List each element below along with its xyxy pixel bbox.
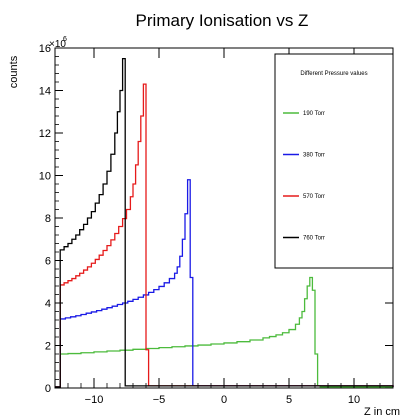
- x-tick-label: 5: [286, 394, 292, 406]
- x-tick-label: −5: [153, 394, 166, 406]
- y-tick-label: 14: [39, 86, 51, 98]
- legend-box: [274, 53, 394, 269]
- y-tick-label: 8: [45, 213, 51, 225]
- x-tick-label: −10: [85, 394, 104, 406]
- series-190-torr-line: [55, 276, 393, 388]
- legend-entry-label: 380 Torr: [303, 153, 325, 159]
- legend-entry-label: 760 Torr: [303, 236, 325, 242]
- legend-entry-label: 570 Torr: [303, 194, 325, 200]
- y-tick-label: 4: [45, 298, 51, 310]
- x-tick-label: 0: [221, 394, 227, 406]
- y-tick-label: 2: [45, 341, 51, 353]
- y-scale-exponent-base: ×10: [49, 39, 66, 50]
- y-scale-exponent: ×10 6: [49, 36, 67, 50]
- x-axis-title: Z in cm: [364, 406, 400, 418]
- series-760-torr-line: [55, 57, 394, 388]
- y-tick-label: 6: [45, 256, 51, 268]
- x-tick-label: 10: [348, 394, 360, 406]
- series-570-torr-line: [55, 83, 394, 388]
- y-axis-title: counts: [8, 55, 20, 88]
- y-tick-label: 10: [39, 171, 51, 183]
- series-layer: [55, 57, 394, 388]
- legend: Different Pressure values 190 Torr 380 Tor…: [274, 53, 394, 269]
- legend-title: Different Pressure values: [300, 71, 367, 77]
- series-380-torr-line: [55, 179, 394, 388]
- y-tick-label: 0: [45, 383, 51, 395]
- y-tick-label: 16: [39, 43, 51, 55]
- y-tick-label: 12: [39, 128, 51, 140]
- legend-entry-label: 190 Torr: [303, 111, 325, 117]
- chart-title: Primary Ionisation vs Z: [136, 11, 309, 30]
- y-scale-exponent-power: 6: [63, 36, 67, 43]
